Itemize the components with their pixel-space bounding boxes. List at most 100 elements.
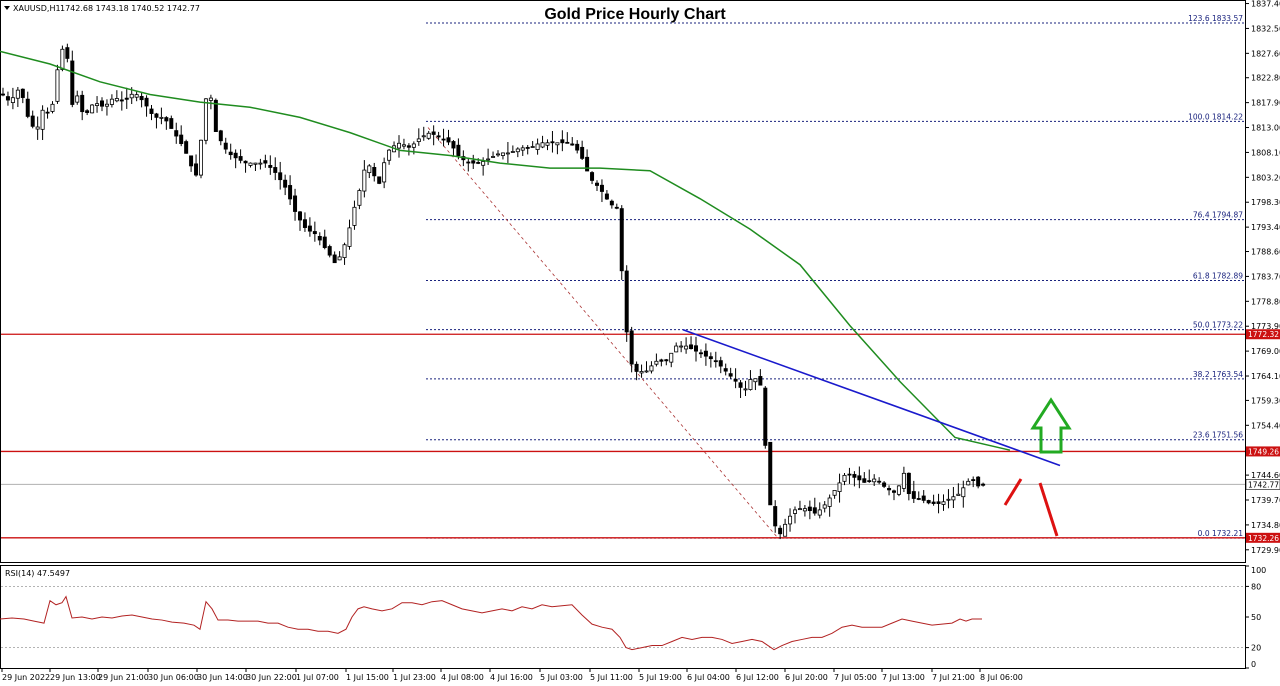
candle-body bbox=[372, 167, 377, 177]
candle-body bbox=[788, 515, 793, 525]
level-price-tag-label: 1749.26 bbox=[1248, 447, 1279, 456]
candle-body bbox=[619, 208, 624, 272]
candle-body bbox=[708, 356, 713, 360]
candle-body bbox=[134, 94, 139, 98]
candle-body bbox=[347, 227, 352, 247]
time-tick-label: 4 Jul 08:00 bbox=[441, 673, 484, 682]
rsi-panel: 100 80 50 20 0 bbox=[0, 565, 1266, 669]
candle-body bbox=[317, 235, 322, 241]
rsi-label: RSI(14) 47.5497 bbox=[5, 569, 70, 578]
candle-body bbox=[629, 330, 634, 365]
candle-body bbox=[352, 206, 357, 226]
candle-body bbox=[362, 169, 367, 192]
time-tick-label: 29 Jun 13:00 bbox=[50, 673, 101, 682]
candle-body bbox=[307, 225, 312, 232]
candle-body bbox=[575, 143, 580, 151]
candle-body bbox=[659, 359, 664, 362]
candle-body bbox=[154, 113, 159, 118]
rsi-line bbox=[0, 595, 982, 651]
candle-body bbox=[491, 156, 496, 158]
candle-body bbox=[248, 162, 253, 166]
time-tick-label: 7 Jul 13:00 bbox=[882, 673, 925, 682]
candle-body bbox=[728, 373, 733, 377]
candle-body bbox=[421, 135, 426, 138]
candle-body bbox=[100, 100, 105, 107]
candle-body bbox=[322, 236, 327, 248]
moving-average bbox=[0, 50, 1011, 451]
candle-body bbox=[634, 363, 639, 372]
level-price-tag-label: 1732.26 bbox=[1248, 534, 1279, 543]
candle-body bbox=[951, 496, 956, 501]
candle-body bbox=[495, 153, 500, 156]
candle-body bbox=[585, 156, 590, 172]
time-tick-label: 8 Jul 06:00 bbox=[980, 673, 1023, 682]
candle-body bbox=[90, 104, 95, 114]
candle-body bbox=[104, 103, 109, 107]
candle-body bbox=[109, 98, 114, 105]
candle-body bbox=[872, 478, 877, 483]
price-tick-label: 1798.30 bbox=[1251, 198, 1280, 207]
candle-body bbox=[946, 498, 951, 501]
rsi-panel-border bbox=[0, 565, 1246, 669]
fib-label: 100.0 1814.22 bbox=[1188, 112, 1243, 121]
fib-label: 0.0 1732.21 bbox=[1198, 529, 1244, 538]
candle-body bbox=[649, 365, 654, 372]
fib-label: 23.6 1751.56 bbox=[1193, 431, 1243, 440]
candle-body bbox=[159, 116, 164, 119]
time-tick-label: 1 Jul 15:00 bbox=[346, 673, 389, 682]
symbol-menu-icon[interactable] bbox=[4, 6, 10, 10]
candle-body bbox=[639, 371, 644, 374]
candle-body bbox=[867, 480, 872, 483]
candle-body bbox=[901, 472, 906, 489]
price-tick-label: 1837.40 bbox=[1251, 0, 1280, 9]
up-arrow-icon bbox=[1030, 397, 1072, 454]
time-tick-label: 1 Jul 23:00 bbox=[393, 673, 436, 682]
candle-body bbox=[802, 508, 807, 512]
time-tick-label: 1 Jul 07:00 bbox=[296, 673, 339, 682]
candle-body bbox=[694, 345, 699, 352]
candle-body bbox=[510, 151, 515, 153]
candle-body bbox=[70, 60, 75, 105]
candle-body bbox=[713, 360, 718, 363]
candle-body bbox=[862, 478, 867, 483]
candle-body bbox=[550, 141, 555, 144]
candle-body bbox=[436, 135, 441, 138]
time-tick-label: 6 Jul 20:00 bbox=[785, 673, 828, 682]
candle-body bbox=[916, 498, 921, 500]
candle-body bbox=[525, 147, 530, 149]
price-tick-label: 1822.80 bbox=[1251, 74, 1280, 83]
candle-body bbox=[941, 501, 946, 505]
candle-body bbox=[119, 99, 124, 102]
candle-body bbox=[931, 501, 936, 504]
horizontal-levels bbox=[1, 333, 1245, 539]
candle-body bbox=[590, 172, 595, 181]
candle-body bbox=[45, 111, 50, 114]
candle-body bbox=[401, 144, 406, 147]
candle-body bbox=[278, 172, 283, 181]
candle-body bbox=[481, 161, 486, 166]
candle-body bbox=[288, 185, 293, 200]
candle-body bbox=[258, 162, 263, 165]
candles bbox=[0, 43, 986, 540]
candle-body bbox=[114, 98, 119, 102]
candle-body bbox=[35, 126, 40, 130]
candle-body bbox=[698, 352, 703, 355]
candle-body bbox=[273, 167, 278, 173]
candle-body bbox=[382, 162, 387, 183]
time-tick-label: 29 Jun 21:00 bbox=[98, 673, 149, 682]
current-price-tag-label: 1742.77 bbox=[1248, 480, 1279, 489]
candle-body bbox=[530, 146, 535, 148]
candle-body bbox=[268, 165, 273, 168]
candle-body bbox=[966, 480, 971, 486]
candle-body bbox=[580, 146, 585, 159]
candle-body bbox=[263, 160, 268, 164]
candle-body bbox=[515, 148, 520, 153]
symbol-label: XAUUSD,H1 bbox=[13, 4, 61, 13]
candle-body bbox=[545, 142, 550, 146]
candle-body bbox=[624, 270, 629, 333]
candle-body bbox=[327, 246, 332, 256]
candle-body bbox=[337, 256, 342, 261]
candle-body bbox=[892, 490, 897, 493]
candle-body bbox=[812, 507, 817, 514]
rsi-tick-label: 100 bbox=[1251, 566, 1266, 575]
